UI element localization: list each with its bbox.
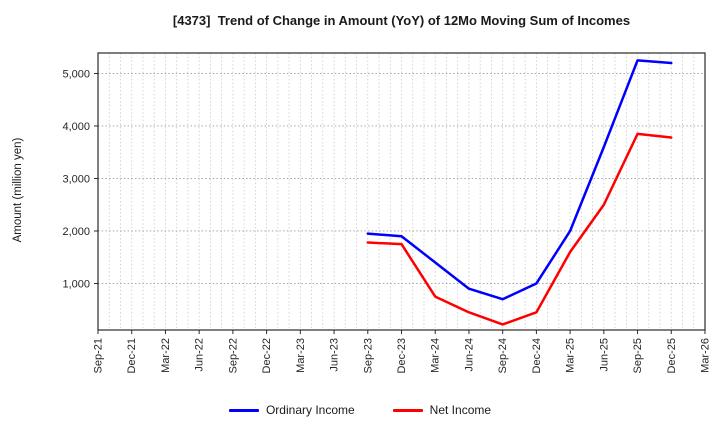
x-tick-label: Dec-21 (126, 338, 138, 373)
y-tick-label: 5,000 (62, 68, 90, 80)
x-tick-label: Mar-22 (160, 338, 172, 373)
x-tick-label: Mar-24 (430, 338, 442, 373)
x-tick-label: Dec-23 (396, 338, 408, 373)
plot-area: Sep-21 Dec-21 Mar-22 Jun-22 Sep-22 Dec-22 Mar-… (62, 52, 712, 373)
x-tick-label: Jun-22 (194, 338, 206, 372)
x-tick-label: Sep-21 (93, 338, 105, 373)
x-tick-label: Sep-25 (632, 338, 644, 373)
series-line-net-income (366, 132, 673, 326)
x-tick-label: Jun-25 (598, 338, 610, 372)
y-tick-label: 3,000 (62, 173, 90, 185)
x-tick-label: Dec-22 (261, 338, 273, 373)
x-tick-label: Jun-24 (463, 338, 475, 372)
y-tick-label: 4,000 (62, 121, 90, 133)
y-tick-label: 2,000 (62, 226, 90, 238)
x-tick-label: Mar-25 (565, 338, 577, 373)
x-tick-label: Dec-24 (531, 338, 543, 373)
legend-label-net-income: Net Income (429, 403, 492, 417)
ordinary-income-line-swatch (228, 408, 259, 412)
legend: Ordinary Income Net Income (0, 403, 720, 417)
x-tick-label: Sep-22 (227, 338, 239, 373)
y-tick-label: 1,000 (62, 278, 90, 290)
y-axis-title: Amount (million yen) (12, 137, 24, 243)
legend-item-ordinary-income: Ordinary Income (228, 403, 355, 417)
legend-label-ordinary-income: Ordinary Income (265, 403, 355, 417)
x-tick-label: Sep-24 (497, 338, 509, 373)
x-tick-label: Mar-23 (295, 338, 307, 373)
x-tick-label: Dec-25 (666, 338, 678, 373)
net-income-line-swatch (392, 408, 423, 412)
legend-item-net-income: Net Income (392, 403, 492, 417)
x-tick-label: Sep-23 (362, 338, 374, 373)
series-line-ordinary-income (366, 59, 673, 301)
x-tick-label: Jun-23 (329, 338, 341, 372)
x-tick-label: Mar-26 (700, 338, 712, 373)
chart-title: [4373] Trend of Change in Amount (YoY) o… (172, 13, 631, 28)
